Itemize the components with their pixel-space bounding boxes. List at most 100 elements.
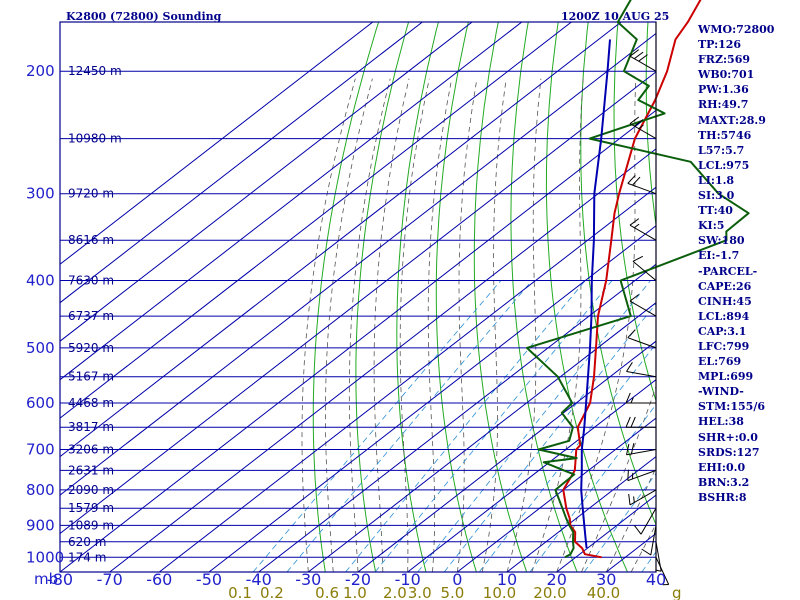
pressure-tick-label: 600 — [26, 394, 55, 412]
index-item: FRZ:569 — [698, 53, 751, 67]
index-item: EI:-1.7 — [698, 249, 740, 263]
index-item: WB0:701 — [698, 68, 755, 82]
moist-adiabat — [456, 78, 478, 572]
wind-barb — [629, 218, 657, 241]
isotherm — [60, 32, 656, 496]
isotherm — [60, 22, 423, 304]
pressure-tick-label: 300 — [26, 185, 55, 203]
moist-adiabat — [481, 78, 507, 572]
isotherm — [60, 22, 523, 381]
index-item: MPL:699 — [698, 370, 754, 384]
mixing-ratio-tick-label: 1.0 — [343, 584, 367, 600]
height-label: 620 m — [68, 535, 106, 549]
moist-adiabat — [373, 78, 410, 572]
temperature-tick-label: 10 — [497, 570, 517, 589]
wind-barb — [634, 507, 657, 535]
index-item: HEL:38 — [698, 415, 744, 429]
isotherm — [60, 71, 656, 535]
valid-time: 1200Z 10 AUG 25 — [561, 10, 669, 23]
index-item: CAPE:26 — [698, 279, 752, 293]
wind-barb — [629, 294, 657, 317]
pressure-unit-label: mb — [34, 570, 58, 588]
isotherm — [258, 263, 656, 572]
height-label: 9720 m — [68, 187, 114, 201]
index-item: SRDS:127 — [698, 445, 760, 459]
isotherm — [60, 22, 622, 458]
dry-adiabat — [613, 22, 656, 403]
mixing-ratio-unit-label: g — [672, 584, 682, 600]
moist-adiabat — [556, 78, 636, 572]
temperature-tick-label: -10 — [395, 570, 421, 589]
sounding-profiles — [525, 0, 750, 559]
wind-barb — [627, 329, 657, 349]
index-item: RH:49.7 — [698, 98, 749, 112]
dry-adiabat — [580, 22, 656, 526]
wind-barb — [629, 49, 657, 72]
wind-barb — [641, 525, 657, 556]
dry-adiabat — [312, 22, 380, 572]
mixing-ratio-line — [252, 280, 502, 572]
temperature-tick-label: 0 — [452, 570, 462, 589]
temperature-tick-label: -70 — [97, 570, 123, 589]
isotherm — [456, 417, 656, 572]
height-label: 1579 m — [68, 501, 114, 515]
wind-barb — [628, 489, 657, 506]
isotherm — [109, 148, 656, 572]
index-item: LFC:799 — [698, 339, 750, 353]
height-label: 12450 m — [68, 64, 122, 78]
temperature-tick-label: -80 — [47, 570, 73, 589]
dry-adiabat — [473, 22, 528, 572]
moist-adiabat — [324, 78, 373, 572]
mixing-ratio-tick-label: 5.0 — [440, 584, 464, 600]
height-label: 174 m — [68, 550, 106, 564]
mixing-ratio-tick-label: 0.6 — [315, 584, 339, 600]
mixing-ratio-line — [286, 280, 533, 572]
plot-area — [60, 22, 656, 572]
wind-barb — [655, 557, 670, 586]
dry-adiabat — [355, 22, 410, 572]
index-item: TH:5746 — [698, 128, 752, 142]
wind-barb — [626, 362, 657, 378]
isotherm — [60, 22, 473, 342]
height-label: 3206 m — [68, 443, 114, 457]
height-label: 7630 m — [68, 274, 114, 288]
index-item: EL:769 — [698, 355, 742, 369]
temperature-tick-label: -20 — [345, 570, 371, 589]
mixing-ratio-line — [345, 280, 586, 572]
wind-barb — [625, 416, 656, 428]
pressure-tick-label: 1000 — [26, 548, 64, 566]
isotherm — [158, 186, 656, 572]
index-item: -PARCEL- — [698, 264, 758, 278]
index-item: WMO:72800 — [698, 23, 775, 36]
index-item: TP:126 — [698, 38, 742, 52]
dry-adiabat — [545, 22, 628, 572]
axis-labels: 1002003004005006007008009001000mb16700 m… — [26, 62, 682, 600]
thermo-background — [59, 21, 657, 573]
pressure-tick-label: 700 — [26, 441, 55, 459]
height-label: 8616 m — [68, 233, 114, 247]
dry-adiabat — [435, 22, 477, 572]
index-item: LCL:894 — [698, 309, 750, 323]
mixing-ratio-line — [374, 280, 613, 572]
index-item: LCL:975 — [698, 158, 750, 172]
index-item: LI:1.8 — [698, 173, 735, 187]
index-item: EHI:0.0 — [698, 460, 746, 474]
height-label: 6737 m — [68, 309, 114, 323]
mixing-ratio-line — [583, 472, 656, 572]
isotherm — [208, 225, 656, 572]
index-item: PW:1.36 — [698, 83, 749, 97]
isotherm — [60, 22, 374, 265]
height-label: 5920 m — [68, 341, 114, 355]
isotherm — [60, 22, 572, 419]
index-item: TT:40 — [698, 204, 733, 218]
index-item: CAP:3.1 — [698, 324, 747, 338]
index-item: SHR+:0.0 — [698, 430, 758, 444]
temperature-tick-label: -50 — [196, 570, 222, 589]
dry-adiabat — [396, 22, 439, 572]
moist-adiabat — [301, 78, 356, 572]
pressure-tick-label: 800 — [26, 481, 55, 499]
mixing-ratio-tick-label: 20.0 — [533, 584, 566, 600]
index-item: KI:5 — [698, 219, 725, 233]
height-label: 2631 m — [68, 463, 114, 477]
